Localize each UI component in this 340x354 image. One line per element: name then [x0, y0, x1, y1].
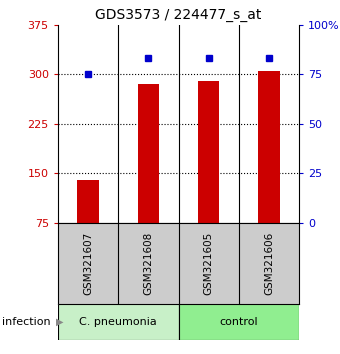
Text: infection: infection [2, 317, 51, 327]
Bar [138, 84, 159, 223]
Bar [58, 304, 178, 340]
Text: GSM321606: GSM321606 [264, 232, 274, 295]
Text: GSM321608: GSM321608 [143, 232, 153, 295]
Bar [258, 71, 279, 223]
Text: GSM321605: GSM321605 [204, 232, 214, 295]
Text: control: control [220, 317, 258, 327]
Text: ▶: ▶ [56, 317, 64, 327]
Text: GSM321607: GSM321607 [83, 232, 93, 295]
Bar [178, 304, 299, 340]
Text: C. pneumonia: C. pneumonia [79, 317, 157, 327]
Bar [78, 180, 99, 223]
Title: GDS3573 / 224477_s_at: GDS3573 / 224477_s_at [95, 8, 262, 22]
Bar [198, 81, 219, 223]
